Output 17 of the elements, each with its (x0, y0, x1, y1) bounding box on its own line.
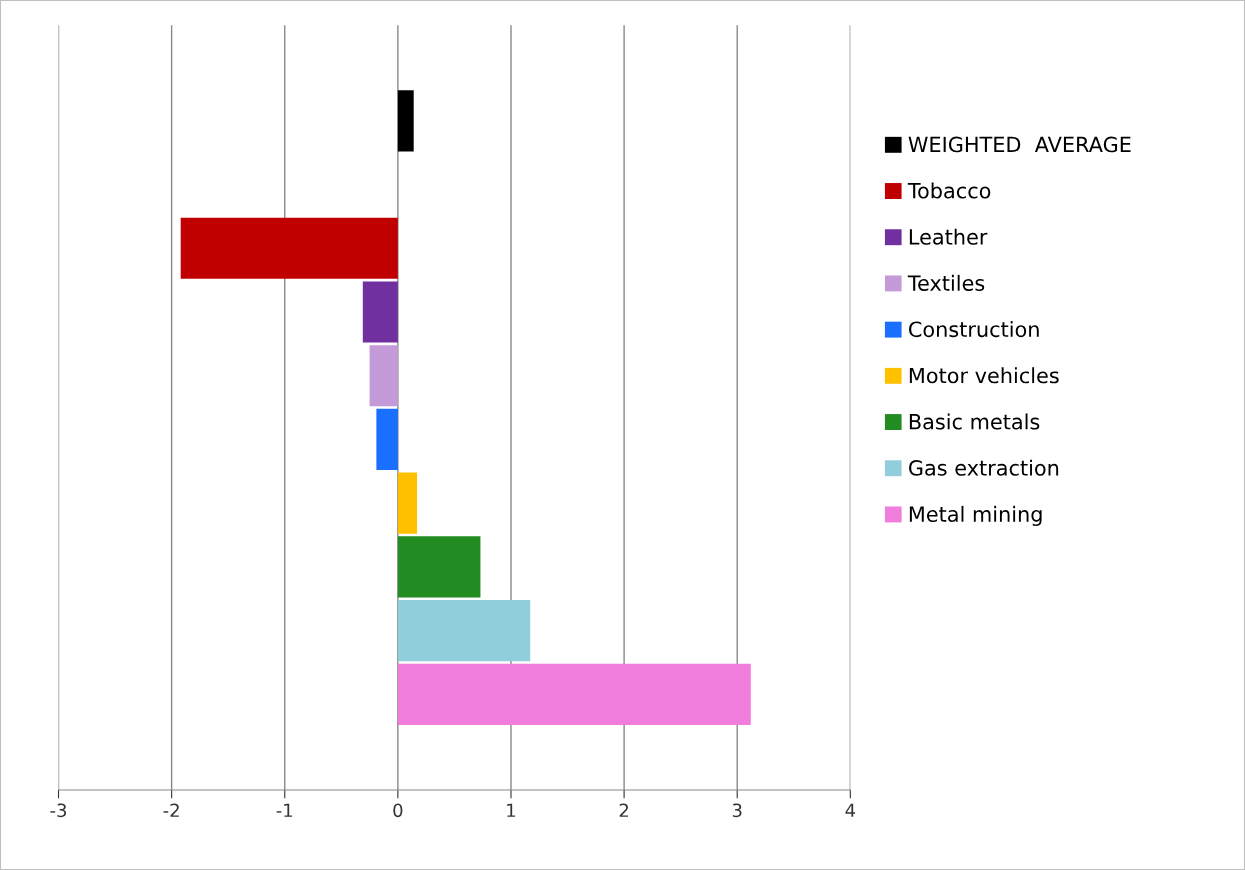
legend-label: Textiles (907, 274, 985, 291)
x-tick-label: 3 (732, 803, 742, 818)
x-tick-label: 0 (393, 803, 403, 818)
x-tick-label: -2 (163, 803, 179, 817)
legend-label: Basic metals (909, 413, 1040, 430)
legend-label: Tobacco (907, 182, 991, 199)
legend-label: WEIGHTED AVERAGE (908, 136, 1131, 153)
x-tick-label: 1 (507, 803, 516, 817)
legend-label: Construction (909, 321, 1039, 338)
legend-label: Leather (909, 228, 988, 245)
x-tick-label: -1 (276, 803, 293, 817)
x-tick-label: -3 (50, 803, 67, 818)
x-tick-label: 4 (845, 803, 856, 817)
legend-label: Gas extraction (909, 459, 1059, 476)
x-tick-label: 2 (619, 803, 629, 817)
legend-label: Motor vehicles (909, 367, 1059, 384)
legend-label: Metal mining (909, 505, 1042, 527)
